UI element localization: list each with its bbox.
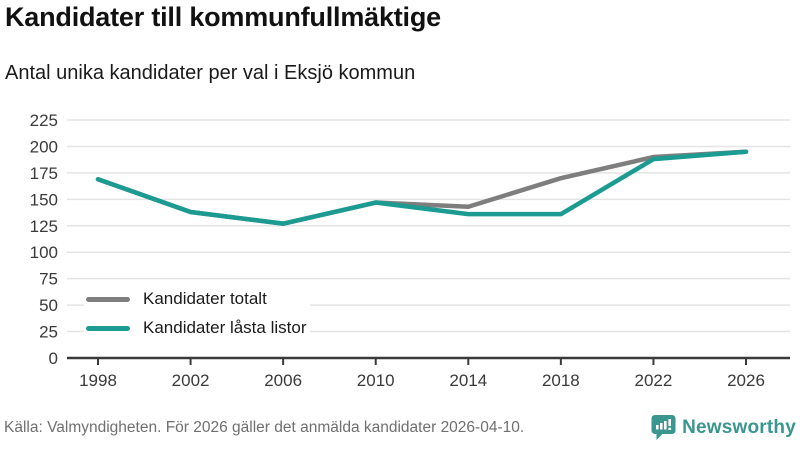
x-axis-tick-label: 2014 xyxy=(449,371,487,390)
legend-label-totalt: Kandidater totalt xyxy=(143,289,267,308)
y-axis-tick-label: 0 xyxy=(49,349,58,368)
source-note: Källa: Valmyndigheten. För 2026 gäller d… xyxy=(4,418,525,436)
x-axis-tick-label: 2026 xyxy=(727,371,765,390)
x-axis-tick-label: 2002 xyxy=(172,371,210,390)
legend-swatch-teal-line xyxy=(86,325,130,331)
newsworthy-brand: Newsworthy xyxy=(650,414,796,441)
x-axis-tick-label: 2022 xyxy=(635,371,673,390)
y-axis-tick-label: 150 xyxy=(30,190,58,209)
y-axis-tick-label: 100 xyxy=(30,243,58,262)
x-axis-tick-label: 1998 xyxy=(79,371,117,390)
y-axis-tick-label: 200 xyxy=(30,137,58,156)
line-chart: 0 25 50 75 100 125 150 175 200 225 1998 2002 2006 201… xyxy=(30,111,790,390)
chart-legend: Kandidater totalt Kandidater låsta listo… xyxy=(84,288,311,339)
footer: Källa: Valmyndigheten. För 2026 gäller d… xyxy=(0,414,796,441)
y-axis-tick-label: 175 xyxy=(30,164,58,183)
newsworthy-wordmark: Newsworthy xyxy=(682,416,796,438)
y-axis-tick-label: 50 xyxy=(39,296,58,315)
legend-label-lasta-listor: Kandidater låsta listor xyxy=(143,318,307,337)
x-axis-tick-label: 2010 xyxy=(357,371,395,390)
y-axis-tick-label: 25 xyxy=(39,323,58,342)
newsworthy-logo-icon xyxy=(651,415,676,440)
legend-item-lasta-listor: Kandidater låsta listor xyxy=(84,317,311,339)
chart-title: Kandidater till kommunfullmäktige xyxy=(5,2,441,32)
legend-item-totalt: Kandidater totalt xyxy=(84,288,311,310)
chart-subtitle: Antal unika kandidater per val i Eksjö k… xyxy=(5,62,416,84)
x-axis-tick-label: 2006 xyxy=(264,371,302,390)
y-axis-tick-label: 225 xyxy=(30,111,58,130)
series-line-lasta-listor xyxy=(95,149,749,226)
legend-swatch-gray-line xyxy=(86,296,130,302)
y-axis-tick-label: 75 xyxy=(39,270,58,289)
y-axis-tick-label: 125 xyxy=(30,217,58,236)
x-axis-tick-label: 2018 xyxy=(542,371,580,390)
